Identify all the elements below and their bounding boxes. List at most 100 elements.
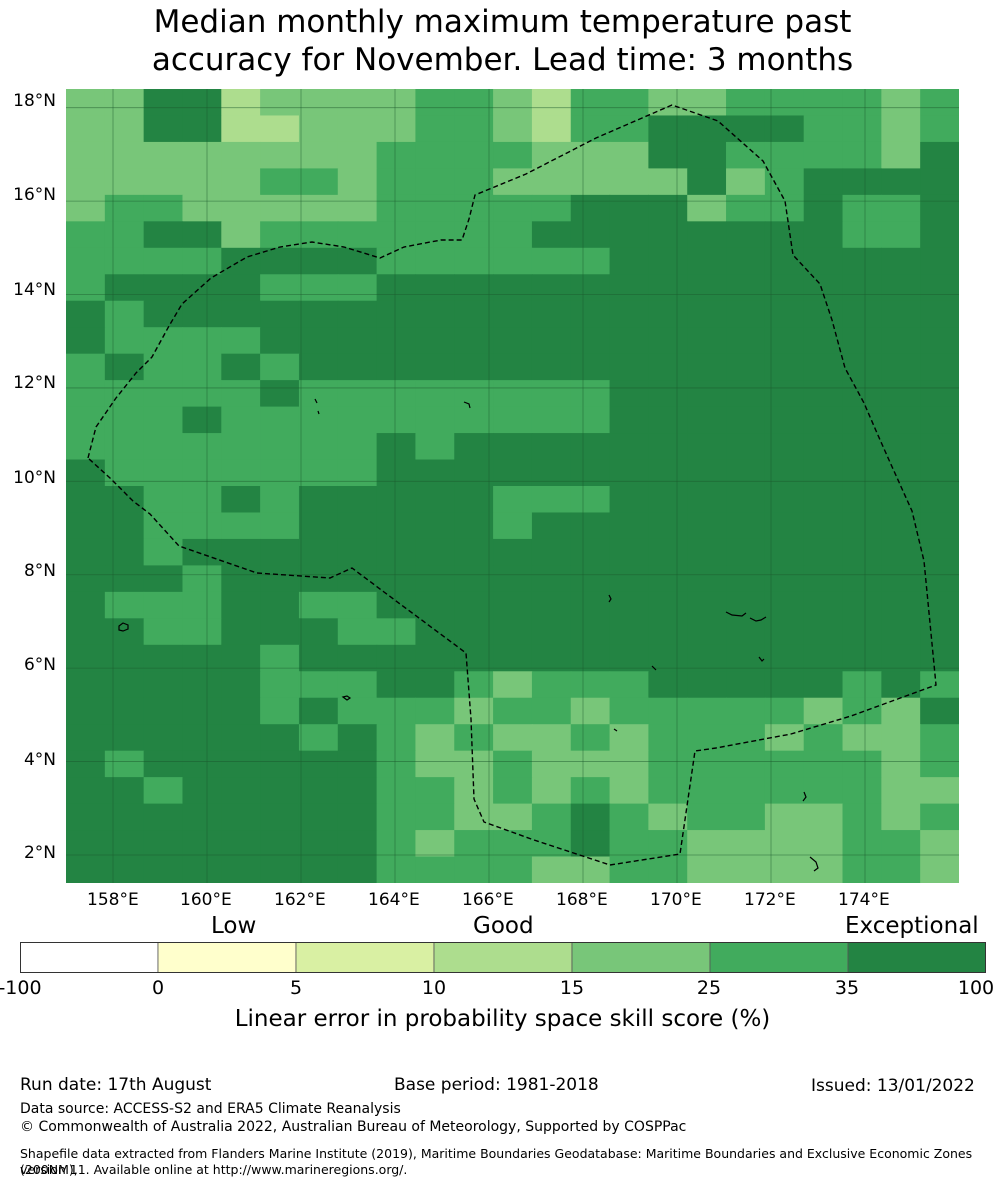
map-cell <box>648 697 688 725</box>
colorbar-segment <box>847 942 986 973</box>
map-cell <box>687 697 727 725</box>
map-cell <box>415 618 455 646</box>
map-cell <box>415 591 455 619</box>
map-cell <box>687 380 727 408</box>
map-cell <box>376 512 417 540</box>
map-cell <box>143 168 184 196</box>
map-cell <box>531 353 572 381</box>
map-cell <box>104 750 145 778</box>
map-cell <box>221 803 261 831</box>
map-cell <box>104 486 145 514</box>
map-cell <box>260 777 300 805</box>
map-cell <box>687 168 727 196</box>
map-cell <box>182 591 222 619</box>
map-cell <box>570 618 611 646</box>
map-cell <box>531 750 572 778</box>
map-cell <box>376 274 417 302</box>
lon-label-162e: 162°E <box>274 890 326 910</box>
map-cell <box>182 644 222 672</box>
map-cell <box>260 697 300 725</box>
map-cell <box>531 644 572 672</box>
map-cell <box>764 750 805 778</box>
map-cell <box>648 221 688 249</box>
map-cell <box>570 221 611 249</box>
map-cell <box>920 353 959 381</box>
map-cell <box>570 856 611 883</box>
map-cell <box>66 803 106 831</box>
map-cell <box>687 777 727 805</box>
map-cell <box>104 538 145 566</box>
map-cell <box>66 512 106 540</box>
map-cell <box>881 750 921 778</box>
map-cell <box>415 300 455 328</box>
map-cell <box>337 565 378 593</box>
map-cell <box>609 300 649 328</box>
map-cell <box>221 777 261 805</box>
map-cell <box>493 591 533 619</box>
map-cell <box>726 803 766 831</box>
colorbar-tick-100: 100 <box>957 977 995 999</box>
map-cell <box>531 221 572 249</box>
map-cell <box>376 538 417 566</box>
map-cell <box>881 433 921 461</box>
map-cell <box>726 618 766 646</box>
map-cell <box>104 618 145 646</box>
map-cell <box>337 538 378 566</box>
map-cell <box>66 89 106 117</box>
map-cell <box>104 168 145 196</box>
map-cell <box>531 327 572 355</box>
map-cell <box>764 221 805 249</box>
map-cell <box>531 618 572 646</box>
copyright-notice: © Commonwealth of Australia 2022, Austra… <box>20 1119 687 1135</box>
map-cell <box>143 644 184 672</box>
map-cell <box>182 274 222 302</box>
map-cell <box>881 856 921 883</box>
map-cell <box>221 194 261 222</box>
map-cell <box>454 459 494 487</box>
map-cell <box>221 618 261 646</box>
map-cell <box>298 644 339 672</box>
map-cell <box>842 141 882 169</box>
map-cell <box>803 194 844 222</box>
map-cell <box>104 380 145 408</box>
map-cell <box>920 644 959 672</box>
map-cell <box>764 777 805 805</box>
map-cell <box>648 538 688 566</box>
map-cell <box>376 724 417 752</box>
map-cell <box>842 512 882 540</box>
map-cell <box>570 724 611 752</box>
map-cell <box>415 194 455 222</box>
map-cell <box>803 433 844 461</box>
map-cell <box>609 89 649 117</box>
map-cell <box>415 538 455 566</box>
map-cell <box>143 406 184 434</box>
map-cell <box>493 433 533 461</box>
map-cell <box>260 89 300 117</box>
map-cell <box>881 512 921 540</box>
map-cell <box>376 697 417 725</box>
lat-label-14n: 14°N <box>13 280 56 300</box>
map-cell <box>726 380 766 408</box>
lon-label-170e: 170°E <box>650 890 702 910</box>
map-cell <box>648 486 688 514</box>
map-cell <box>803 565 844 593</box>
map-cell <box>531 512 572 540</box>
map-cell <box>648 247 688 275</box>
map-cell <box>493 115 533 143</box>
colorbar-segment <box>295 942 435 973</box>
map-cell <box>104 644 145 672</box>
map-cell <box>143 565 184 593</box>
map-cell <box>726 353 766 381</box>
map-cell <box>726 168 766 196</box>
map-cell <box>493 697 533 725</box>
map-cell <box>842 459 882 487</box>
map-cell <box>104 724 145 752</box>
map-cell <box>609 274 649 302</box>
map-cell <box>66 459 106 487</box>
map-cell <box>531 247 572 275</box>
map-cell <box>182 115 222 143</box>
map-cell <box>609 433 649 461</box>
map-cell <box>570 538 611 566</box>
map-cell <box>298 115 339 143</box>
map-cell <box>920 512 959 540</box>
